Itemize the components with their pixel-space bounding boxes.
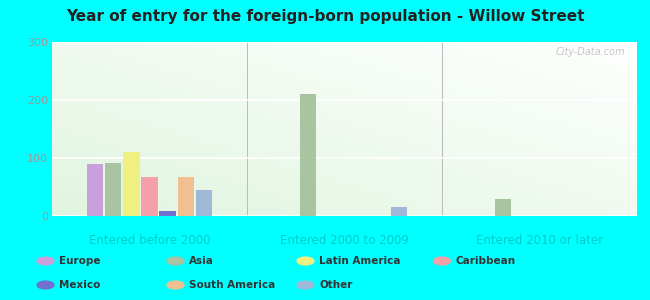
- Bar: [87, 164, 103, 216]
- Bar: [177, 177, 194, 216]
- Text: Entered before 2000: Entered before 2000: [89, 234, 210, 247]
- Bar: [105, 163, 122, 216]
- Bar: [495, 199, 512, 216]
- Text: Other: Other: [319, 280, 352, 290]
- Text: Europe: Europe: [59, 256, 101, 266]
- Text: Latin America: Latin America: [319, 256, 400, 266]
- Text: City-Data.com: City-Data.com: [556, 47, 625, 57]
- Text: South America: South America: [189, 280, 276, 290]
- Text: Year of entry for the foreign-born population - Willow Street: Year of entry for the foreign-born popul…: [66, 9, 584, 24]
- Text: Caribbean: Caribbean: [456, 256, 516, 266]
- Text: Entered 2000 to 2009: Entered 2000 to 2009: [280, 234, 409, 247]
- Bar: [124, 152, 140, 216]
- Bar: [196, 190, 212, 216]
- Bar: [391, 207, 407, 216]
- Bar: [300, 94, 317, 216]
- Bar: [141, 177, 158, 216]
- Text: Entered 2010 or later: Entered 2010 or later: [476, 234, 603, 247]
- Bar: [159, 212, 176, 216]
- Text: Mexico: Mexico: [59, 280, 101, 290]
- Text: Asia: Asia: [189, 256, 214, 266]
